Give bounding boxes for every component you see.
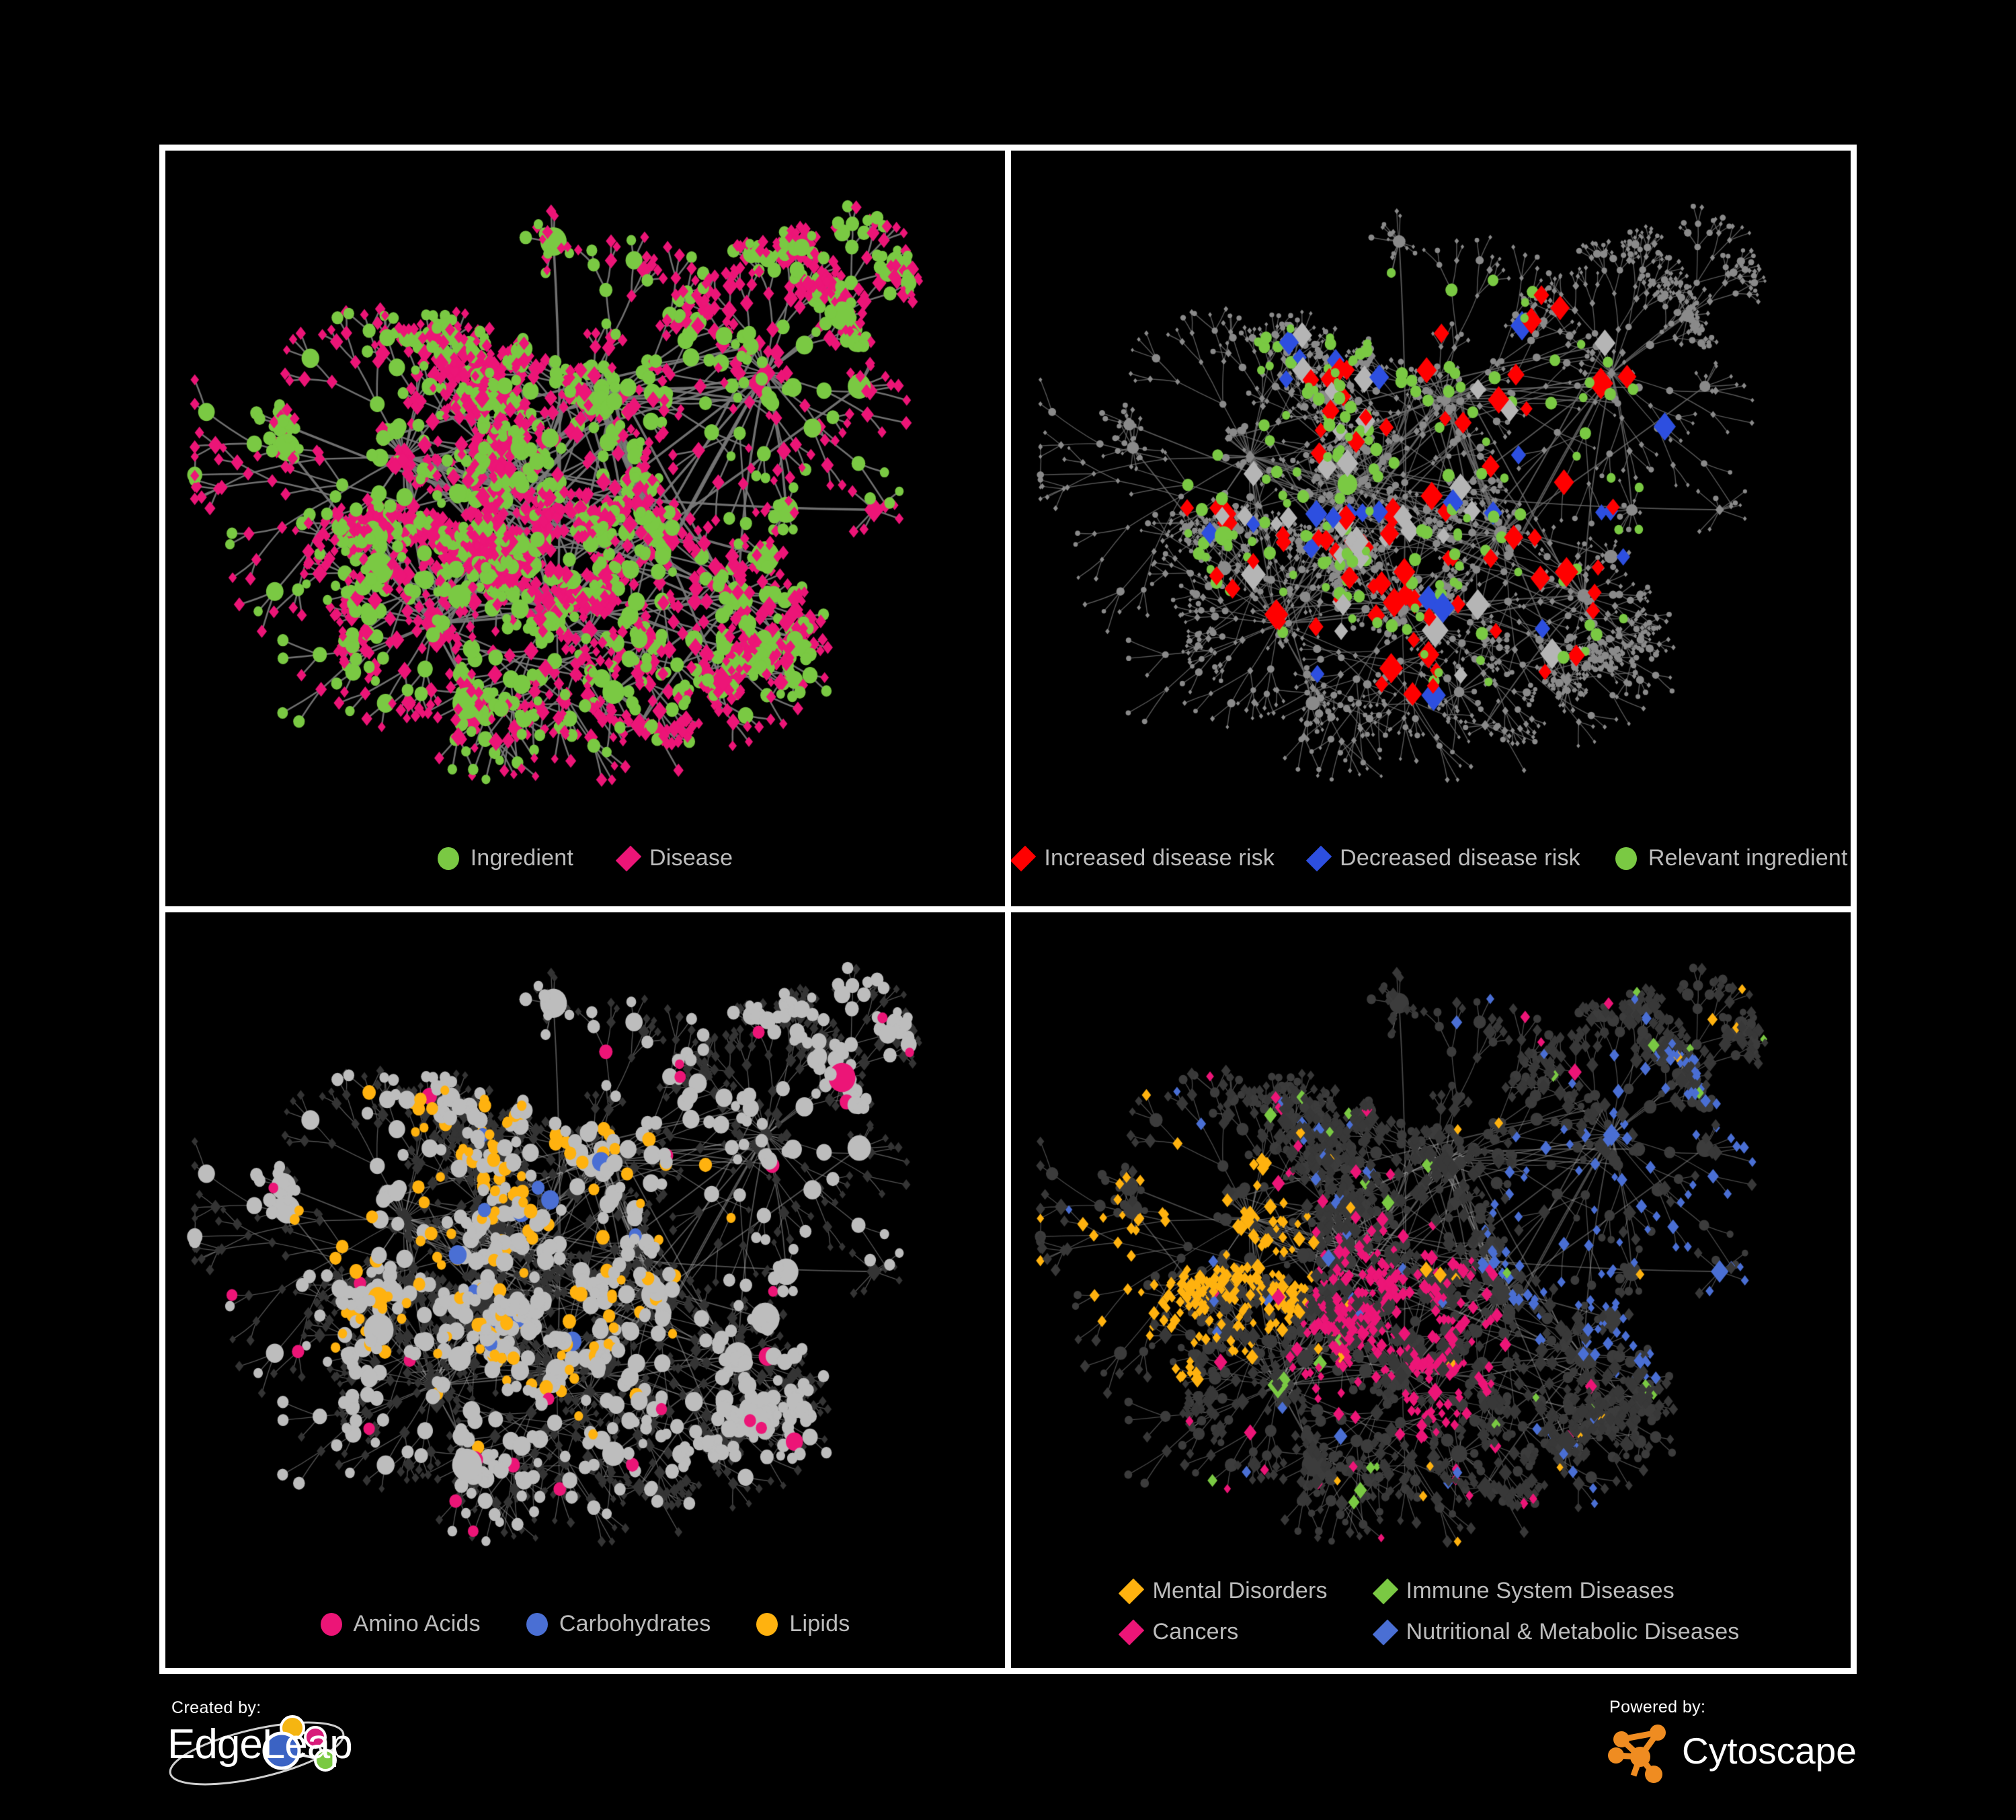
cytoscape-wordmark: Cytoscape	[1682, 1730, 1857, 1772]
network-canvas-panel-b[interactable]	[1011, 151, 1851, 906]
horizontal-panel-divider	[165, 906, 1851, 912]
network-canvas-panel-a[interactable]	[165, 151, 1005, 906]
brand-created-by[interactable]: Created by: EdgeLeap	[159, 1694, 442, 1795]
created-by-kicker: Created by:	[171, 1698, 261, 1717]
network-canvas-panel-d[interactable]	[1011, 912, 1851, 1668]
panel-disease-category-network[interactable]: Mental Disorders Immune System Diseases …	[1011, 912, 1851, 1668]
network-canvas-panel-c[interactable]	[165, 912, 1005, 1668]
powered-by-kicker: Powered by:	[1609, 1698, 1706, 1716]
edgeleap-wordmark: EdgeLeap	[167, 1721, 353, 1768]
brand-powered-by[interactable]: Powered by: Cytoscape	[1574, 1698, 1857, 1795]
edgeleap-logo-icon	[169, 1715, 345, 1786]
figure-frame: Ingredient Disease Increased disease ris…	[159, 145, 1857, 1674]
figure-footer: Created by: EdgeLeap Powered by:	[159, 1694, 1857, 1802]
panel-disease-risk-network[interactable]: Increased disease risk Decreased disease…	[1011, 151, 1851, 906]
panel-nutrient-class-network[interactable]: Amino Acids Carbohydrates Lipids	[165, 912, 1005, 1668]
cytoscape-logo-icon	[1608, 1725, 1666, 1783]
panel-ingredient-disease-network[interactable]: Ingredient Disease	[165, 151, 1005, 906]
